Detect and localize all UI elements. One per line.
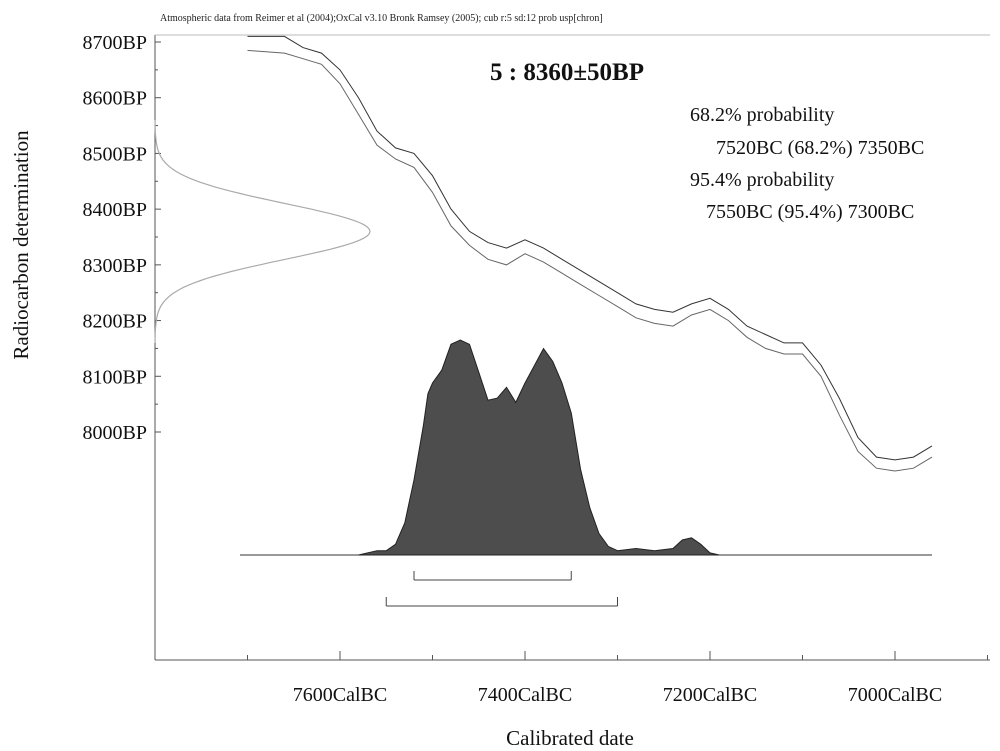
- range-68: [413, 571, 572, 581]
- axes: [154, 34, 990, 661]
- header-text: Atmospheric data from Reimer et al (2004…: [160, 13, 603, 24]
- y-tick-label: 8500BP: [83, 143, 147, 165]
- prob-95-range: 7550BC (95.4%) 7300BC: [706, 201, 914, 223]
- y-tick-label: 8200BP: [83, 311, 147, 333]
- curve-upper: [247, 35, 933, 461]
- curve-lower: [247, 49, 933, 472]
- y-tick-label: 8700BP: [83, 32, 147, 54]
- x-tick-label: 7000CalBC: [848, 684, 942, 706]
- y-axis-title: Radiocarbon determination: [9, 130, 33, 360]
- y-tick-label: 8600BP: [83, 88, 147, 110]
- x-tick-label: 7200CalBC: [663, 684, 757, 706]
- posterior-area: [358, 339, 720, 556]
- calibration-curve: [247, 35, 933, 472]
- radiocarbon-distribution: [154, 120, 371, 343]
- prob-95-heading: 95.4% probability: [690, 169, 834, 191]
- probability-ranges: [385, 571, 618, 607]
- radiocarbon-normal-curve: [154, 120, 371, 343]
- x-ticks: 7600CalBC 7400CalBC 7200CalBC 7000CalBC: [247, 651, 988, 706]
- prob-68-heading: 68.2% probability: [690, 104, 834, 126]
- posterior-distribution: [240, 339, 932, 556]
- x-axis-title: Calibrated date: [506, 726, 634, 750]
- y-tick-label: 8400BP: [83, 199, 147, 221]
- x-tick-label: 7400CalBC: [478, 684, 572, 706]
- sample-title: 5 : 8360±50BP: [490, 59, 644, 86]
- x-tick-label: 7600CalBC: [293, 684, 387, 706]
- prob-68-range: 7520BC (68.2%) 7350BC: [716, 137, 924, 159]
- y-tick-label: 8000BP: [83, 422, 147, 444]
- y-tick-label: 8300BP: [83, 255, 147, 277]
- y-ticks: 8700BP 8600BP 8500BP 8400BP 8300BP 8200BP 8100…: [83, 32, 161, 444]
- range-95: [385, 597, 618, 607]
- y-tick-label: 8100BP: [83, 366, 147, 388]
